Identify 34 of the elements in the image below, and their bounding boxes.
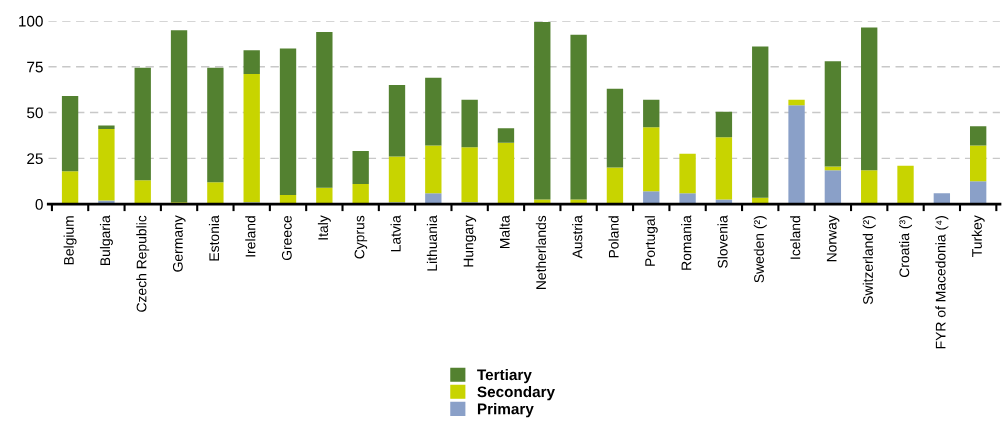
y-tick-label: 50 [27,107,43,119]
x-tick-label: Norway [826,215,840,262]
x-tick-label: Turkey [971,215,985,257]
x-tick-label: Poland [608,216,619,258]
x-tick-label: Switzerland (²) [862,216,876,305]
x-tick-label: Estonia [208,215,220,261]
x-tick-label: Czech Republic [136,215,150,312]
x-tick-label: Germany [172,215,186,272]
x-tick-label: Lithuania [426,215,438,271]
x-tick-label: Iceland [790,216,801,259]
legend-label: Tertiary [477,368,532,384]
x-tick-label: Cyprus [354,215,368,259]
legend-label: Primary [477,403,534,418]
y-tick-label: 75 [27,61,43,73]
x-tick-label: Latvia [390,215,401,252]
x-tick-label: Portugal [644,216,658,266]
x-tick-label: FYR of Macedonia (⁴) [935,216,949,349]
x-tick-label: Sweden (²) [753,216,767,283]
x-tick-label: Hungary [463,215,477,267]
x-tick-label: Croatia (³) [899,216,912,278]
x-tick-label: Belgium [63,216,77,265]
legend-label: Secondary [477,385,555,401]
x-tick-label: Romania [681,215,692,270]
y-tick-label: 100 [19,15,43,27]
x-tick-label: Austria [572,215,583,259]
x-tick-label: Slovenia [717,215,728,268]
x-tick-label: Ireland [245,216,256,257]
y-tick-label: 0 [35,199,43,210]
y-tick-label: 25 [27,153,43,165]
x-tick-label: Italy [317,215,331,240]
x-tick-label: Greece [281,215,292,261]
x-tick-label: Bulgaria [99,215,113,266]
x-tick-label: Netherlands [535,215,547,290]
x-tick-label: Malta [499,215,510,249]
